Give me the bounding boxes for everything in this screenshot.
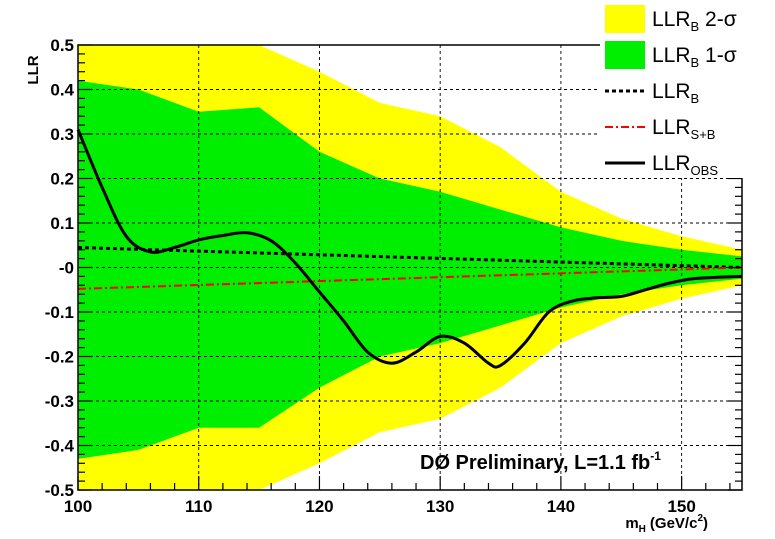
y-tick-label: -0 bbox=[59, 259, 74, 278]
band-1-sigma bbox=[78, 80, 742, 459]
x-axis-title: mH (GeV/c2) bbox=[625, 513, 708, 535]
x-tick-label: 140 bbox=[547, 497, 575, 516]
preliminary-annotation: DØ Preliminary, L=1.1 fb-1 bbox=[420, 449, 661, 474]
y-tick-label: -0.4 bbox=[45, 437, 75, 456]
legend-item-band2: LLRB 2-σ bbox=[605, 5, 737, 34]
x-tick-label: 110 bbox=[185, 497, 212, 516]
y-tick-label: 0.2 bbox=[50, 170, 74, 189]
legend-label: LLROBS bbox=[652, 152, 718, 178]
y-tick-label: 0.4 bbox=[50, 81, 74, 100]
x-tick-label: 150 bbox=[667, 497, 695, 516]
y-tick-label: -0.5 bbox=[45, 481, 74, 500]
x-tick-label: 120 bbox=[305, 497, 333, 516]
x-tick-label: 130 bbox=[426, 497, 454, 516]
y-tick-label: -0.3 bbox=[45, 392, 74, 411]
legend-item-llrobs: LLROBS bbox=[605, 152, 718, 178]
legend-label: LLRB 2-σ bbox=[652, 8, 737, 34]
y-tick-label: 0.3 bbox=[50, 125, 74, 144]
legend: LLRB 2-σ LLRB 1-σ LLRB LLRS+B LLROBS bbox=[600, 0, 775, 178]
x-tick-label: 100 bbox=[64, 497, 92, 516]
legend-label: LLRB bbox=[652, 80, 699, 106]
y-tick-label: -0.2 bbox=[45, 348, 74, 367]
legend-item-llrb: LLRB bbox=[605, 80, 699, 106]
tick-labels: 100 110 120 130 140 150 0.5 0.4 0.3 0.2 0.1 -0 -0.1 -… bbox=[45, 36, 696, 516]
series-llrsb bbox=[77, 266, 743, 290]
legend-label: LLRB 1-σ bbox=[652, 44, 737, 70]
y-axis-title: LLR bbox=[25, 55, 42, 84]
series-llrb bbox=[77, 246, 743, 269]
series-llrobs bbox=[76, 128, 743, 369]
legend-swatch bbox=[605, 41, 645, 69]
grid-lines bbox=[78, 45, 742, 490]
legend-swatch bbox=[605, 5, 645, 33]
legend-label: LLRS+B bbox=[652, 116, 715, 142]
y-tick-label: -0.1 bbox=[45, 303, 74, 322]
y-tick-label: 0.5 bbox=[50, 36, 74, 55]
legend-item-band1: LLRB 1-σ bbox=[605, 41, 737, 70]
legend-item-llrsb: LLRS+B bbox=[605, 116, 715, 142]
y-tick-label: 0.1 bbox=[50, 214, 74, 233]
series-lines bbox=[76, 128, 743, 369]
